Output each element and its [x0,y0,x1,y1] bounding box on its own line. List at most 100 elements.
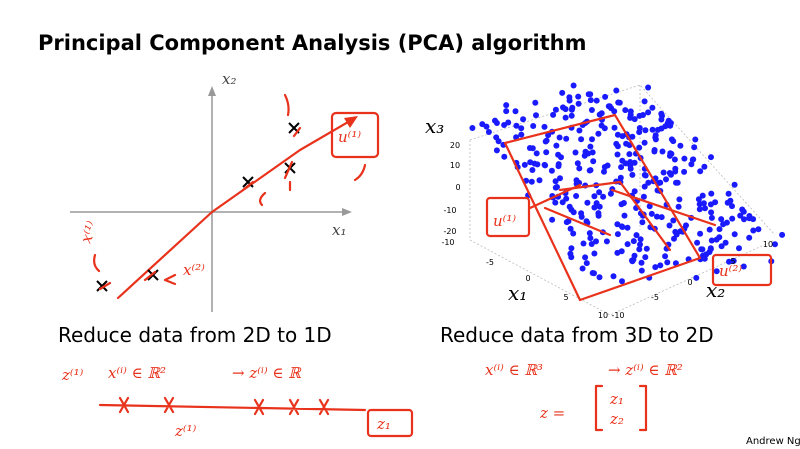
dot [736,245,742,252]
dot [697,230,704,237]
annotation: z₁ [609,390,624,408]
x-tick-label: -5 [486,258,494,267]
dot [614,131,621,138]
dot [614,151,621,158]
dot [645,179,652,186]
cross [96,280,108,292]
annotation-box [485,196,531,238]
dot [729,215,736,222]
dot [708,190,715,197]
dot [600,193,607,200]
dot [648,210,655,217]
dot [513,122,520,129]
dot [530,123,537,129]
annotation: z = [539,404,565,422]
caption: Reduce data from 2D to 1D [58,323,332,347]
dot [631,188,638,195]
dot [692,136,699,143]
x-tick-label: 5 [563,293,568,302]
dot [670,138,677,145]
arrow-head [208,86,216,96]
dot [666,152,673,159]
dot [531,160,538,167]
dot [643,245,650,252]
dot [701,255,708,262]
direction-arrows [528,183,717,227]
dot [629,171,636,178]
dot [567,225,574,232]
dot [493,147,500,154]
dot [631,116,638,123]
dot [629,133,636,140]
dot [630,238,637,245]
caption: Reduce data from 3D to 2D [440,323,714,347]
scatter-cloud [469,82,786,285]
dot [696,201,703,208]
dot [533,150,540,157]
dot [572,149,579,156]
dot [701,163,708,170]
dot [554,184,560,190]
dot [545,132,552,139]
dot [618,164,625,171]
dot [699,192,706,199]
dot [716,226,723,233]
dot [560,104,566,111]
dot [640,193,647,200]
dot [576,165,583,172]
dot [641,98,648,105]
dot [568,106,575,113]
dot [587,143,594,150]
dot [638,267,645,274]
dot [695,196,702,203]
dot [737,212,744,219]
dot [583,260,590,267]
dot [583,218,590,225]
dot [658,214,665,221]
dot [578,136,585,143]
dot [555,161,562,168]
dot [697,168,704,175]
dot [621,212,628,219]
y-tick-label: -10 [611,311,624,320]
dot [536,177,543,184]
dot [566,97,573,104]
dot [668,171,674,178]
annotation: z⁽¹⁾ [174,422,197,440]
dot [575,100,582,107]
dot [666,222,673,229]
dot [645,84,652,91]
dot [589,149,596,156]
dot [590,158,597,165]
dot [658,125,665,132]
dot [556,134,563,141]
notes: z⁽¹⁾ x⁽ⁱ⁾ ∈ ℝ² → z⁽ⁱ⁾ ∈ ℝ z⁽¹⁾ z₁ x⁽ⁱ⁾ ∈… [61,361,683,440]
x-tick-label: 10 [598,311,608,320]
dot [595,130,602,137]
dot [639,219,646,226]
dot [528,178,535,185]
dot [483,123,490,130]
dot [718,243,725,250]
dot [716,234,723,241]
dot [618,248,625,255]
dot [642,254,649,261]
dot [664,259,671,266]
dot [731,231,738,238]
dot [654,213,660,220]
x-tick-label: -10 [441,238,454,247]
dot [611,124,618,131]
dot [662,253,669,260]
dot [616,99,623,106]
dot [633,232,640,239]
annotation: x⁽ⁱ⁾ ∈ ℝ³ [485,361,543,379]
dot [469,125,476,131]
title: Principal Component Analysis (PCA) algor… [38,31,587,55]
dot [542,162,549,169]
dot [681,155,688,162]
dot [503,102,510,109]
dot [637,241,643,248]
z-tick-label: -20 [443,227,456,236]
